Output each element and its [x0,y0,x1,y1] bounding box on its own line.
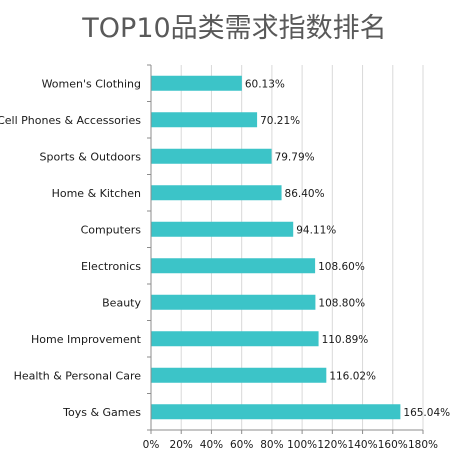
category-label: Women's Clothing [42,77,141,90]
bar [151,294,316,310]
category-label: Beauty [102,296,141,309]
x-tick-label: 120% [317,439,347,451]
category-label: Home Improvement [31,333,142,346]
value-label: 108.60% [318,261,365,273]
x-tick-label: 80% [260,439,283,451]
bar [151,185,282,201]
x-tick-label: 20% [170,439,193,451]
x-tick-label: 160% [378,439,408,451]
value-label: 60.13% [245,78,285,90]
value-label: 79.79% [275,151,315,163]
category-label: Home & Kitchen [52,187,141,200]
category-label: Cell Phones & Accessories [0,114,141,127]
bar [151,148,272,164]
value-label: 108.80% [318,297,365,309]
value-label: 94.11% [296,224,336,236]
value-label: 86.40% [285,188,325,200]
value-label: 116.02% [329,370,376,382]
value-label: 70.21% [260,115,300,127]
value-label: 110.89% [322,334,369,346]
bar [151,404,401,420]
bars [151,75,401,420]
x-tick-label: 180% [408,439,438,451]
value-label: 165.04% [403,407,450,419]
bar [151,258,316,274]
bar [151,75,242,91]
category-label: Computers [81,223,142,236]
labels: 0% 20% 40% 60% 80% 100% 120% 140% 160% 180% Women'… [0,77,450,451]
bar [151,112,258,128]
x-tick-label: 0% [143,439,160,451]
x-tick-label: 100% [287,439,317,451]
bar [151,367,327,383]
bar [151,221,294,237]
bar [151,331,319,347]
category-label: Sports & Outdoors [40,150,142,163]
chart-title: TOP10品类需求指数排名 [82,13,387,44]
x-tick-label: 40% [200,439,223,451]
category-label: Toys & Games [62,406,141,419]
category-label: Electronics [81,260,141,273]
axes [147,64,424,434]
x-tick-label: 140% [348,439,378,451]
category-label: Health & Personal Care [14,369,142,382]
x-tick-label: 60% [230,439,253,451]
